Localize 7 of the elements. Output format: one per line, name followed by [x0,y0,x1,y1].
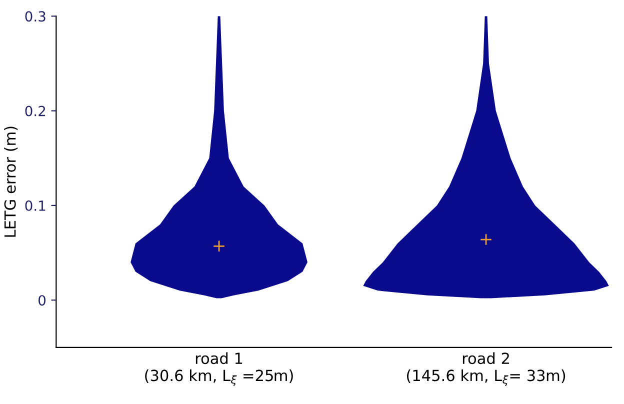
y-tick-label: 0.2 [25,106,46,116]
x-tick-label: road 1 (30.6 km, L$_{ξ}$ =25m) [145,352,293,386]
y-tick-label: 0.1 [25,200,46,211]
x-tick-label: road 2 (145.6 km, L$_{ξ}$= 33m) [406,352,566,386]
y-tick-label: 0 [38,295,46,306]
y-axis-title: LETG error (m) [4,126,18,237]
y-tick-label: 0.3 [25,11,46,22]
